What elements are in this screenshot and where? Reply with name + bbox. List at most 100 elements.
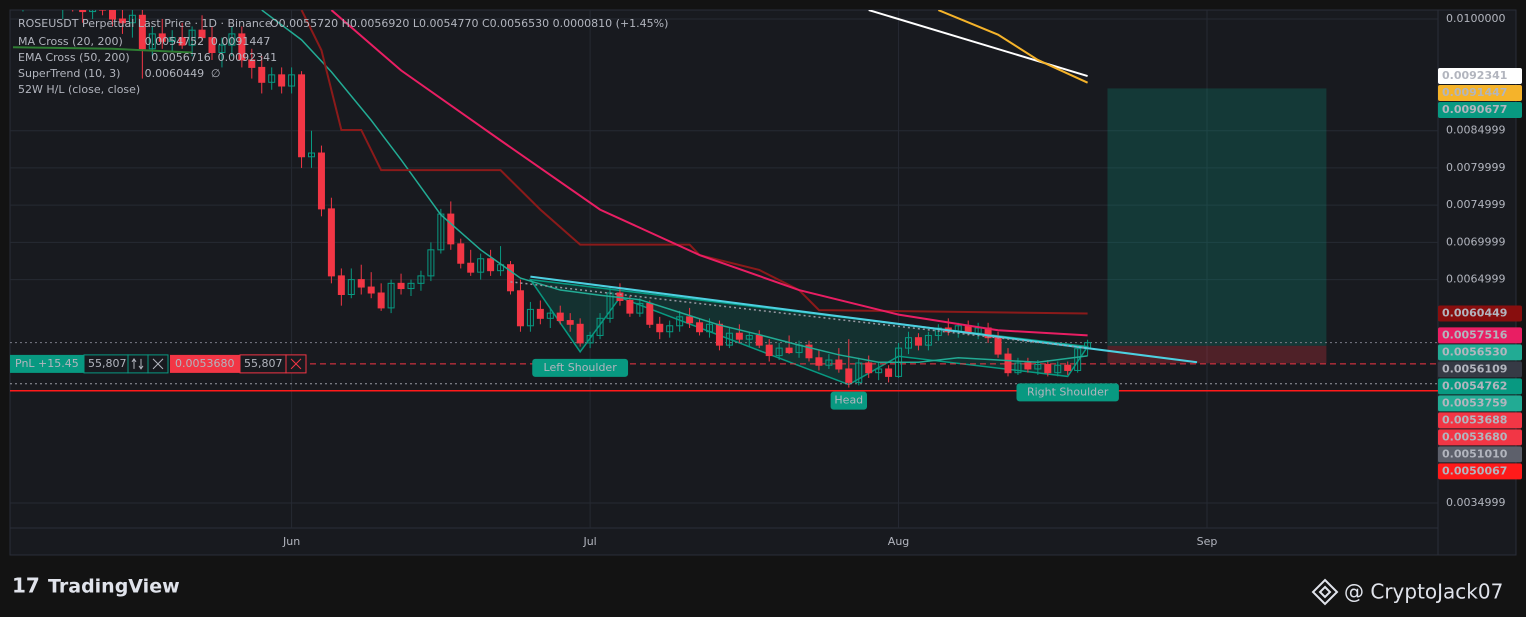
legend-value: 0.0060449	[145, 67, 205, 80]
candle-body	[168, 37, 176, 42]
candle-body	[178, 37, 186, 46]
legend-value: 0.0091447	[211, 35, 271, 48]
price-label: 0.0053759	[1442, 396, 1507, 409]
price-label-bg	[1438, 361, 1522, 378]
candle-body	[208, 37, 216, 54]
candle-body	[387, 282, 395, 309]
indicator-line	[330, 10, 1088, 337]
candle-body	[337, 275, 345, 296]
legend-value: 0.0092341	[218, 51, 278, 64]
candle-body	[79, 10, 87, 13]
pattern-label: Right Shoulder	[1027, 385, 1109, 398]
candle-body	[626, 299, 634, 314]
indicator-line	[12, 46, 193, 54]
candle-body	[288, 74, 296, 87]
candle-body	[158, 33, 166, 42]
x-tick-label: Aug	[888, 535, 909, 548]
price-label: 0.0091447	[1442, 86, 1507, 99]
pattern-label-bg	[1016, 383, 1119, 402]
price-label: 0.0054762	[1442, 379, 1507, 392]
price-label-bg	[1438, 463, 1522, 480]
candle-body	[934, 327, 942, 336]
candle-body	[1024, 362, 1032, 370]
price-label: 0.0050067	[1442, 464, 1507, 477]
candle-body	[676, 316, 684, 327]
candle-body	[586, 334, 594, 344]
legend-indicator: 52W H/L (close, close)	[18, 83, 140, 96]
candle-body	[397, 282, 405, 290]
position-loss	[1107, 345, 1327, 364]
candle-body	[507, 264, 514, 292]
candle-body	[99, 10, 107, 11]
candle-body	[636, 302, 644, 314]
candle-body	[765, 344, 773, 357]
legend-indicator: MA Cross (20, 200)	[18, 35, 123, 48]
candle-body	[1034, 363, 1042, 370]
price-label: 0.0060449	[1442, 306, 1507, 319]
candle-body	[228, 33, 236, 46]
legend-indicator: SuperTrend (10, 3)	[18, 67, 120, 80]
price-label: 0.0056530	[1442, 345, 1508, 358]
candle-body	[775, 347, 783, 357]
candle-body	[447, 213, 455, 245]
candle-body	[735, 332, 743, 340]
candle-body	[347, 279, 355, 296]
candle-body	[994, 337, 1002, 355]
reverse-icon	[131, 357, 144, 370]
candle-body	[417, 275, 425, 284]
candle-body	[696, 322, 704, 333]
price-label: 0.0053688	[1442, 413, 1507, 426]
brand: 17 TradingView @ CryptoJack07	[12, 574, 1503, 606]
candle-body	[427, 249, 435, 277]
pattern-label-bg	[830, 391, 867, 410]
candle-body	[576, 323, 584, 344]
candle-body	[218, 44, 226, 54]
overlay-layer: Left Shoulder Head Right Shoulder ROSEUSDT …	[10, 17, 1119, 410]
candle-body	[905, 337, 912, 349]
order-price: 0.0053680	[175, 357, 235, 370]
pattern-label: Head	[834, 394, 863, 407]
order-close-icon	[290, 358, 302, 370]
price-label-bg	[1438, 412, 1522, 429]
pattern-label-bg	[532, 358, 629, 377]
indicator-line	[937, 10, 1089, 84]
y-tick-label: 0.0069999	[1446, 235, 1506, 248]
candle-body	[367, 286, 375, 294]
price-label: 0.0051010	[1442, 447, 1508, 460]
price-label-bg	[1438, 85, 1522, 102]
candle-body	[238, 33, 246, 61]
reverse-btn[interactable]	[127, 354, 149, 374]
price-label-bg	[1438, 429, 1522, 446]
watermark: @ CryptoJack07	[1344, 580, 1503, 604]
qty: 55,807	[88, 357, 127, 370]
candle-body	[686, 316, 694, 324]
chart-frame	[9, 9, 1517, 556]
candle-body	[715, 323, 723, 346]
candle-body	[745, 334, 753, 340]
price-label: 0.0090677	[1442, 103, 1507, 116]
candle-body	[536, 308, 544, 319]
legend-value: 0.0056716	[151, 51, 211, 64]
brand-name: TradingView	[48, 576, 180, 598]
candle-body	[1004, 353, 1012, 374]
candle-body	[89, 10, 97, 13]
order-qty: 55,807	[244, 357, 283, 370]
candle-body	[188, 29, 196, 46]
candle-body	[148, 33, 156, 50]
candle-body	[317, 152, 325, 210]
order-price-box	[170, 354, 240, 373]
candle-body	[865, 362, 873, 374]
candle-body	[298, 74, 306, 158]
candle-body	[646, 302, 654, 325]
candle-body	[128, 14, 136, 24]
y-tick-label: 0.0100000	[1446, 12, 1506, 25]
candle-body	[855, 362, 863, 383]
candle-body	[526, 308, 534, 327]
candle-body	[885, 368, 893, 377]
candle-body	[566, 320, 574, 325]
watermark-icon	[1311, 578, 1339, 606]
price-label: 0.0053680	[1442, 430, 1508, 443]
candle-body	[198, 29, 206, 39]
candle-body	[835, 359, 843, 370]
